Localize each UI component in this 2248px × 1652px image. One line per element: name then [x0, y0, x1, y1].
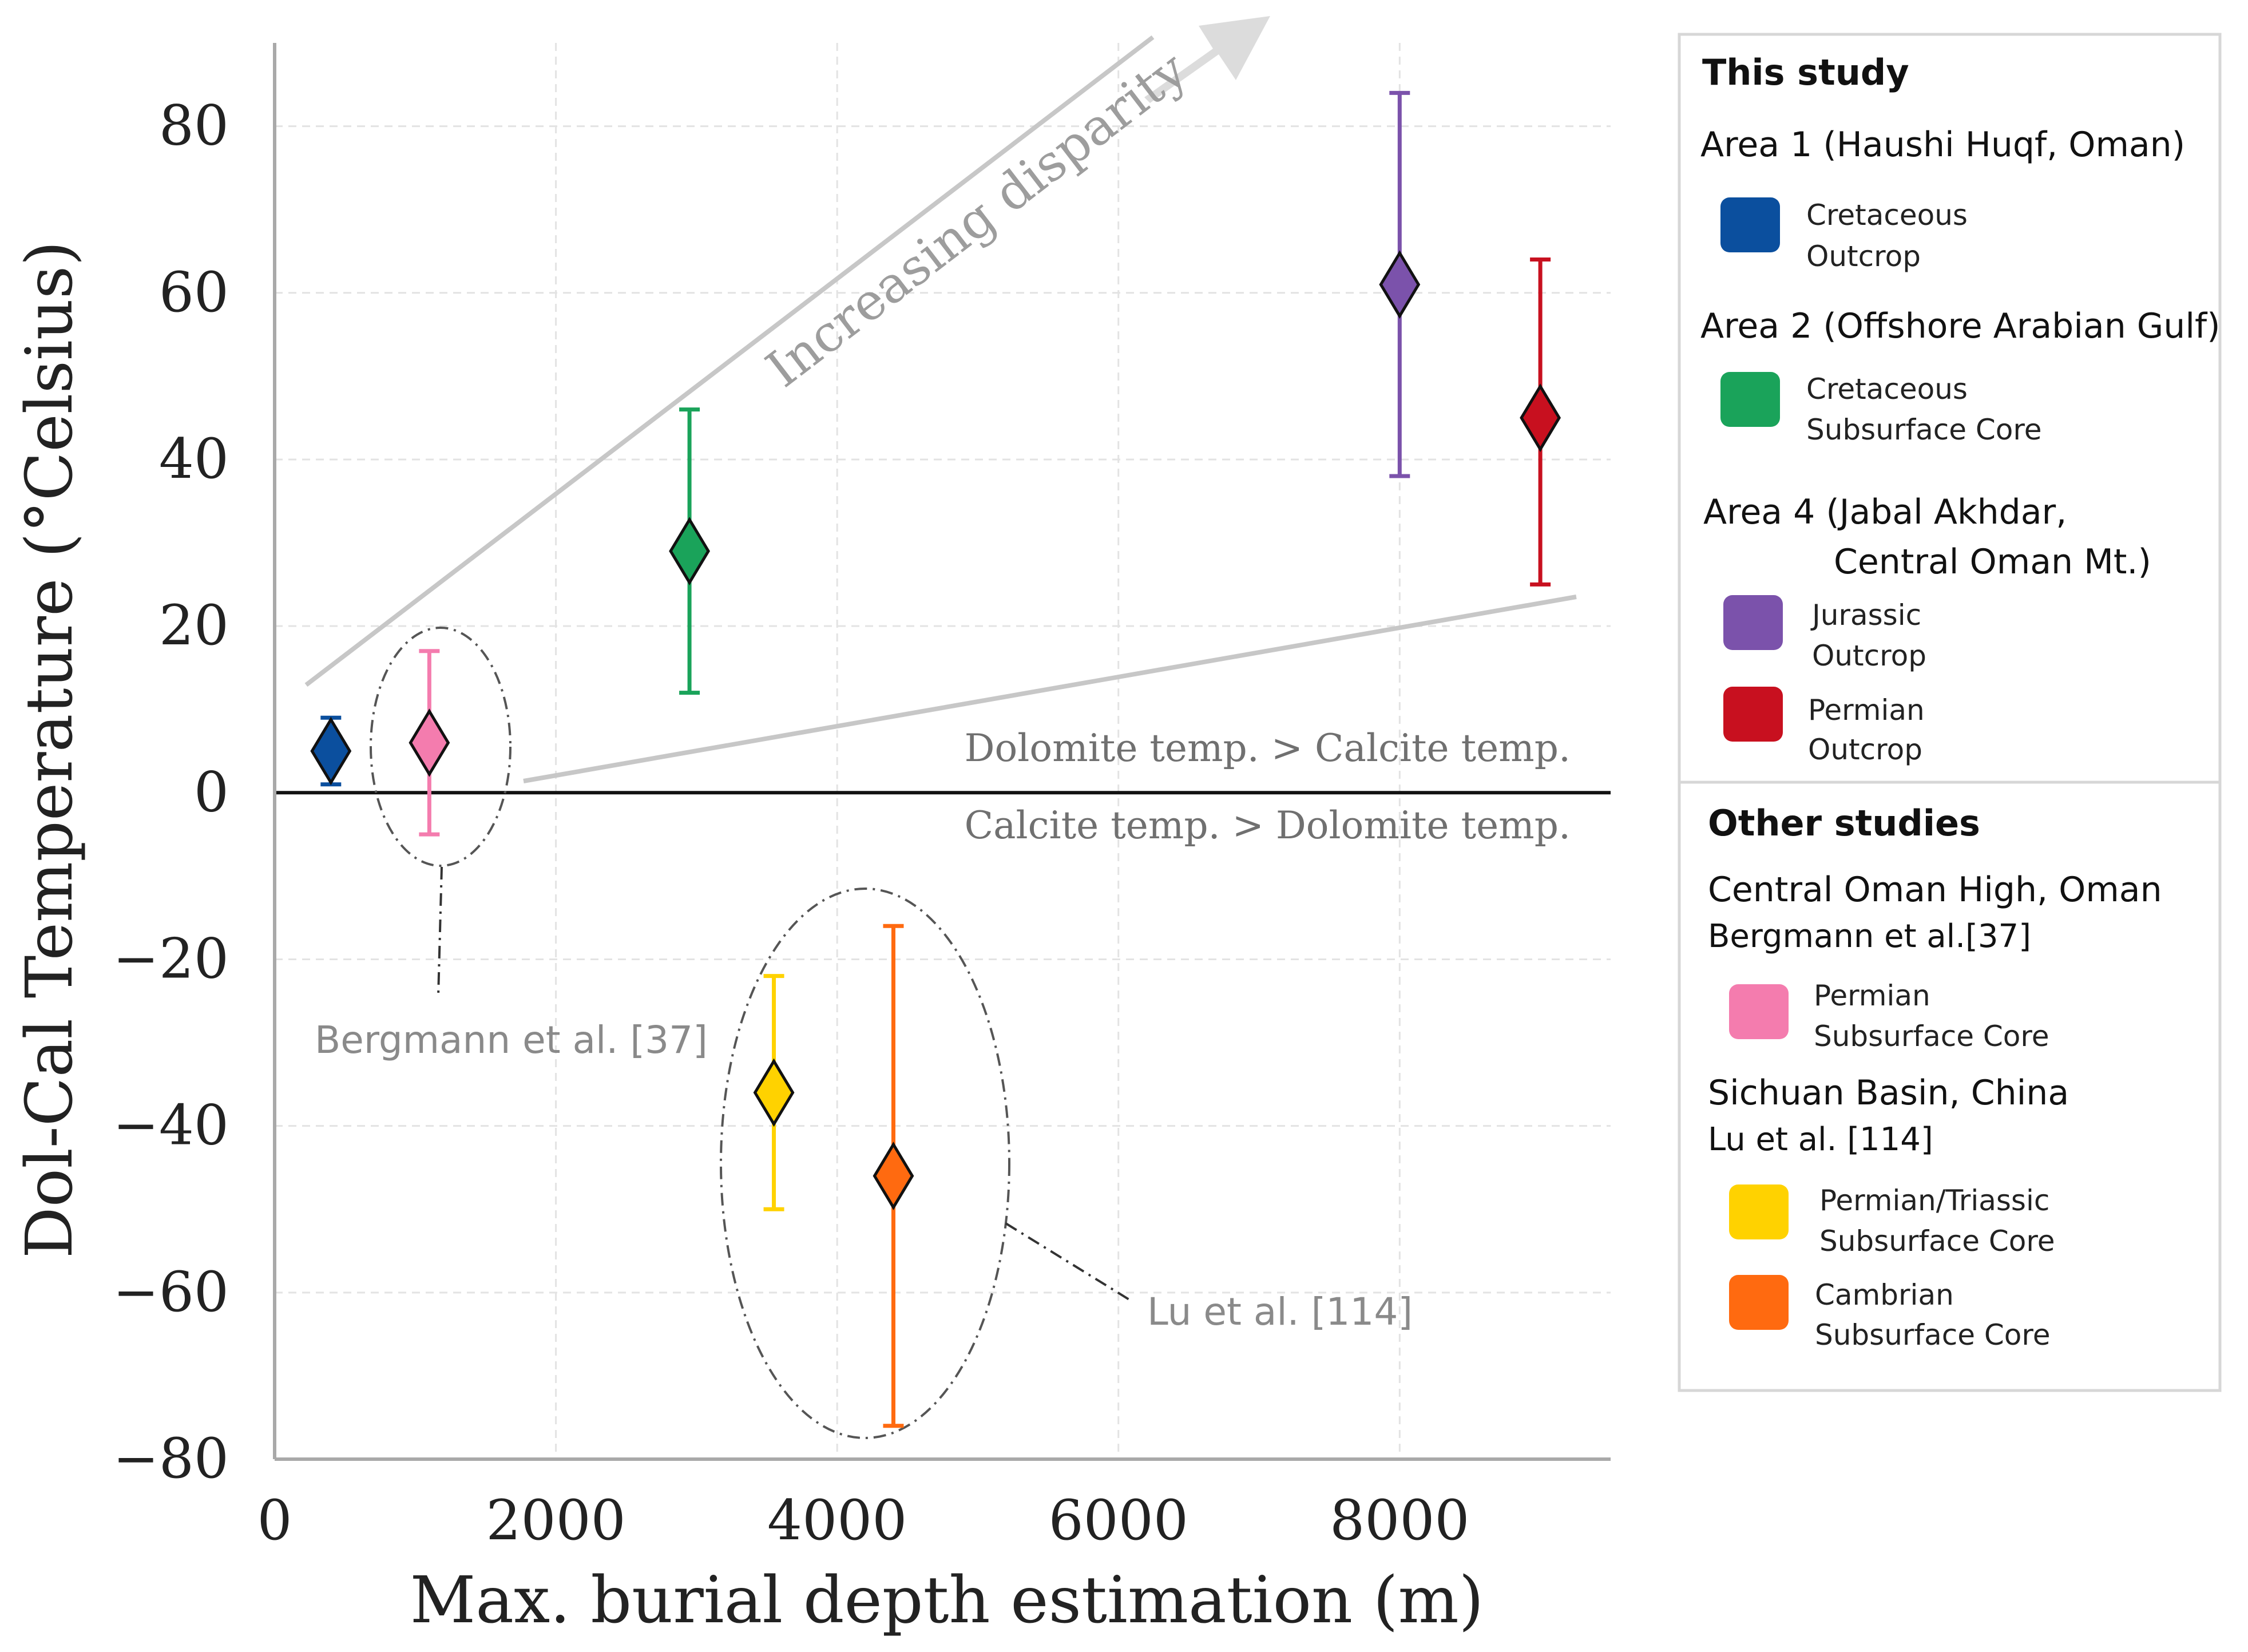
- data-point-cretaceous-outcrop: [310, 715, 352, 787]
- x-tick-label: 0: [257, 1488, 292, 1552]
- legend-label-bergmann-line1: Permian: [1814, 979, 1930, 1012]
- legend-label-lu-cambrian-line1: Cambrian: [1815, 1278, 1954, 1312]
- diamond-marker: [669, 517, 710, 585]
- cal-gt-dol-label: Calcite temp. > Dolomite temp.: [965, 803, 1571, 847]
- legend-central-oman-title: Central Oman High, Oman: [1708, 870, 2162, 910]
- data-point-permian-outcrop: [1520, 257, 1561, 587]
- y-tick-label: −40: [113, 1094, 229, 1158]
- diamond-marker: [873, 1142, 914, 1210]
- disparity-upper-line: [304, 35, 1155, 687]
- y-axis-title: Dol-Cal Temperature (°Celsius): [13, 241, 87, 1258]
- legend-area1-title: Area 1 (Haushi Huqf, Oman): [1700, 125, 2185, 165]
- data-point-permian-triassic-subsurface-core: [753, 974, 795, 1211]
- data-points: [310, 90, 1561, 1428]
- tick-labels: −80 −60 −40 −20 0 20 40 60 80 0 2000 4000 6000 8000: [113, 94, 1469, 1552]
- data-point-permian-subsurface-core: [409, 649, 450, 837]
- diamond-marker: [1379, 250, 1421, 319]
- diamond-marker: [409, 708, 450, 777]
- legend-swatch-area4-permian: [1723, 687, 1783, 742]
- y-tick-label: 0: [194, 760, 229, 824]
- y-tick-label: −20: [113, 926, 229, 991]
- legend-swatch-area2-cretaceous: [1720, 372, 1780, 427]
- diamond-marker: [310, 716, 352, 786]
- legend-area4-title-line2: Central Oman Mt.): [1834, 542, 2151, 582]
- data-point-jurassic-outcrop: [1379, 90, 1421, 478]
- y-tick-label: −80: [113, 1427, 229, 1491]
- legend-swatch-lu-cambrian: [1729, 1275, 1789, 1330]
- legend-area2-title: Area 2 (Offshore Arabian Gulf): [1700, 306, 2221, 346]
- legend-label-area4-permian-line1: Permian: [1808, 694, 1925, 727]
- diamond-marker: [1520, 383, 1561, 453]
- x-axis-title: Max. burial depth estimation (m): [410, 1563, 1484, 1638]
- legend-label-area4-jurassic-line2: Outcrop: [1812, 639, 1926, 672]
- legend-other-studies-heading: Other studies: [1708, 802, 1980, 844]
- x-tick-label: 8000: [1330, 1488, 1469, 1552]
- disparity-arrow-icon: [1144, 16, 1270, 103]
- legend-label-lu-pt-line1: Permian/Triassic: [1819, 1184, 2049, 1217]
- bergmann-group-ellipse: [370, 627, 512, 867]
- diamond-marker: [753, 1058, 795, 1127]
- bergmann-annotation: Bergmann et al. [37]: [315, 1018, 708, 1062]
- dol-gt-cal-label: Dolomite temp. > Calcite temp.: [965, 726, 1571, 770]
- legend-this-study-heading: This study: [1702, 51, 1909, 93]
- data-point-cambrian-subsurface-core: [873, 924, 914, 1428]
- x-tick-label: 6000: [1049, 1488, 1188, 1552]
- legend-swatch-bergmann-permian: [1729, 984, 1789, 1039]
- legend-swatch-lu-permian-triassic: [1729, 1184, 1789, 1239]
- y-tick-label: 60: [159, 260, 229, 324]
- legend-swatch-area4-jurassic: [1723, 595, 1783, 650]
- lu-leader-line: [1005, 1222, 1131, 1301]
- y-tick-label: 80: [159, 94, 229, 158]
- legend: This study Area 1 (Haushi Huqf, Oman) Cr…: [1678, 33, 2222, 1392]
- legend-label-bergmann-line2: Subsurface Core: [1814, 1020, 2049, 1053]
- lu-annotation: Lu et al. [114]: [1147, 1290, 1413, 1334]
- legend-label-lu-cambrian-line2: Subsurface Core: [1815, 1318, 2051, 1352]
- legend-label-lu-pt-line2: Subsurface Core: [1819, 1225, 2055, 1258]
- y-tick-label: −60: [113, 1260, 229, 1324]
- x-tick-label: 4000: [767, 1488, 907, 1552]
- legend-label-area4-jurassic-line1: Jurassic: [1810, 599, 1921, 632]
- legend-label-area2-line1: Cretaceous: [1806, 373, 1968, 406]
- legend-sichuan-ref: Lu et al. [114]: [1708, 1121, 1933, 1158]
- legend-area4-title-line1: Area 4 (Jabal Akhdar,: [1703, 492, 2067, 532]
- legend-label-area1-line2: Outcrop: [1806, 240, 1921, 273]
- y-tick-label: 20: [159, 593, 229, 657]
- lu-group-ellipse: [720, 888, 1010, 1439]
- legend-label-area4-permian-line2: Outcrop: [1808, 733, 1922, 766]
- y-tick-label: 40: [159, 427, 229, 491]
- legend-label-area1-line1: Cretaceous: [1806, 199, 1968, 232]
- disparity-lower-line: [523, 595, 1577, 783]
- x-tick-label: 2000: [486, 1488, 625, 1552]
- data-point-cretaceous-subsurface-core: [669, 407, 710, 695]
- bergmann-leader-line: [437, 866, 443, 996]
- legend-label-area2-line2: Subsurface Core: [1806, 413, 2042, 446]
- legend-central-oman-ref: Bergmann et al.[37]: [1708, 918, 2031, 955]
- legend-sichuan-title: Sichuan Basin, China: [1708, 1073, 2069, 1113]
- legend-swatch-area1-cretaceous: [1720, 197, 1780, 252]
